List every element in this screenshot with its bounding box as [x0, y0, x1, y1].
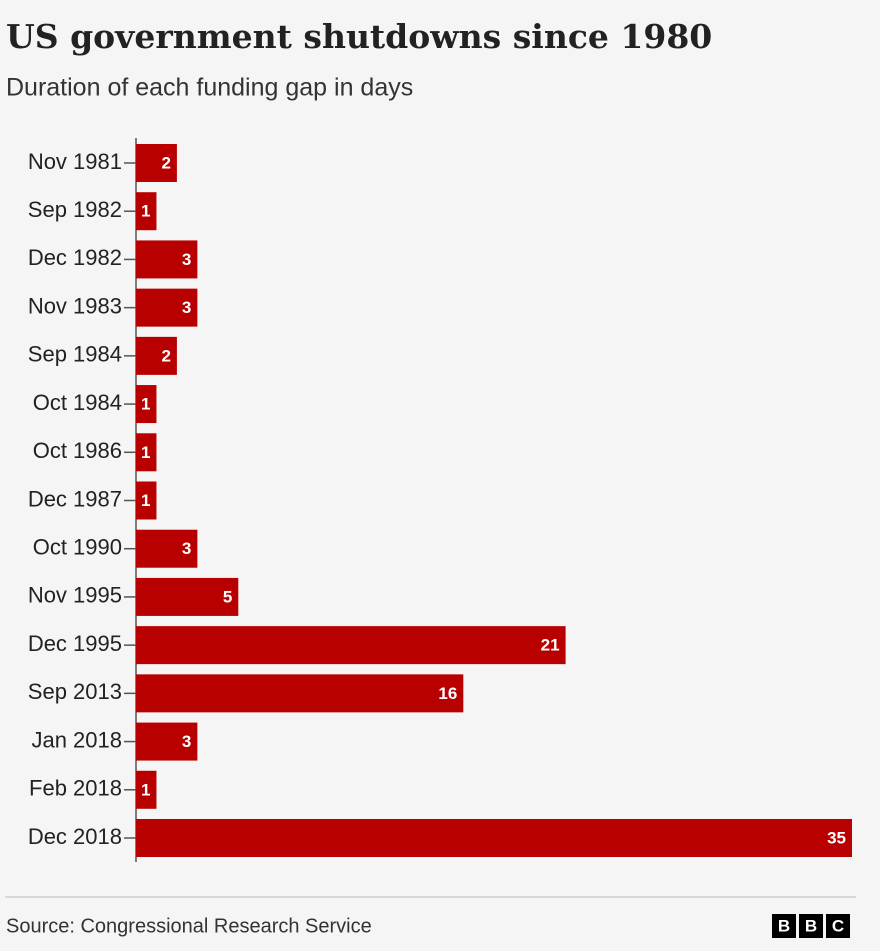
- y-tick-label: Dec 1982: [28, 245, 122, 270]
- y-tick-label: Sep 2013: [28, 679, 122, 704]
- y-tick-label: Oct 1984: [33, 390, 122, 415]
- bar: [136, 144, 177, 182]
- logo-letter: C: [832, 916, 844, 935]
- value-label: 16: [438, 684, 457, 703]
- chart-subtitle: Duration of each funding gap in days: [6, 74, 413, 102]
- logo-box: [799, 914, 823, 938]
- value-label: 3: [182, 732, 191, 751]
- value-label: 3: [182, 250, 191, 269]
- y-tick-label: Dec 1995: [28, 631, 122, 656]
- y-tick-label: Oct 1990: [33, 535, 122, 560]
- y-tick-label: Jan 2018: [31, 727, 122, 752]
- value-label: 35: [827, 828, 846, 847]
- y-tick-label: Oct 1986: [33, 438, 122, 463]
- bar: [136, 192, 157, 231]
- value-label: 3: [182, 298, 191, 317]
- bar: [136, 770, 157, 809]
- bar: [136, 722, 198, 761]
- value-label: 1: [141, 780, 150, 799]
- bar: [136, 674, 464, 713]
- y-tick-label: Dec 1987: [28, 486, 122, 511]
- bar: [136, 529, 198, 568]
- y-tick-label: Sep 1984: [28, 342, 122, 367]
- logo-letter: B: [778, 916, 790, 935]
- source: Source: Congressional Research Service: [6, 915, 372, 937]
- bar: [136, 336, 177, 375]
- bar: [136, 481, 157, 520]
- bar: [136, 819, 852, 857]
- y-tick-label: Nov 1983: [28, 293, 122, 318]
- y-tick-label: Feb 2018: [29, 776, 122, 801]
- value-label: 3: [182, 539, 191, 558]
- logo-box: [772, 914, 796, 938]
- bar: [136, 577, 239, 616]
- value-label: 1: [141, 395, 150, 414]
- chart-title: US government shutdowns since 1980: [6, 17, 712, 56]
- value-label: 1: [141, 202, 150, 221]
- value-label: 2: [161, 346, 170, 365]
- y-tick-label: Nov 1981: [28, 149, 122, 174]
- bar: [136, 240, 198, 279]
- value-label: 5: [223, 587, 232, 606]
- bar: [136, 626, 566, 665]
- y-tick-label: Dec 2018: [28, 824, 122, 849]
- bar: [136, 385, 157, 424]
- y-tick-label: Nov 1995: [28, 583, 122, 608]
- value-label: 2: [161, 153, 170, 172]
- logo-letter: B: [805, 916, 817, 935]
- value-label: 1: [141, 443, 150, 462]
- logo-box: [826, 914, 850, 938]
- bar: [136, 288, 198, 327]
- y-tick-label: Sep 1982: [28, 197, 122, 222]
- bar: [136, 433, 157, 472]
- value-label: 1: [141, 491, 150, 510]
- value-label: 21: [541, 636, 560, 655]
